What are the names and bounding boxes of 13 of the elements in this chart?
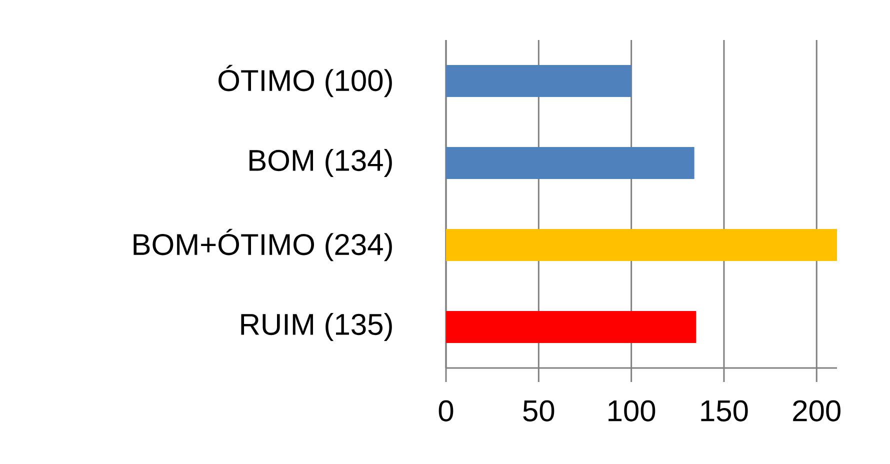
x-tick-label: 0 [438, 400, 454, 422]
x-tick-label: 200 [793, 400, 840, 422]
bar [446, 311, 696, 344]
y-tick-label: RUIM (135) [241, 313, 392, 341]
x-tick-label: 50 [523, 400, 554, 422]
bar [446, 147, 694, 180]
bar [446, 65, 632, 98]
x-tick-label: 100 [608, 400, 656, 422]
y-tick-label: ÓTIMO (100) [218, 64, 392, 98]
y-tick-label: BOM (134) [250, 149, 392, 177]
x-tick-label: 150 [701, 400, 748, 422]
bar [446, 229, 838, 262]
y-tick-label: BOM+ÓTIMO (234) [134, 228, 392, 262]
